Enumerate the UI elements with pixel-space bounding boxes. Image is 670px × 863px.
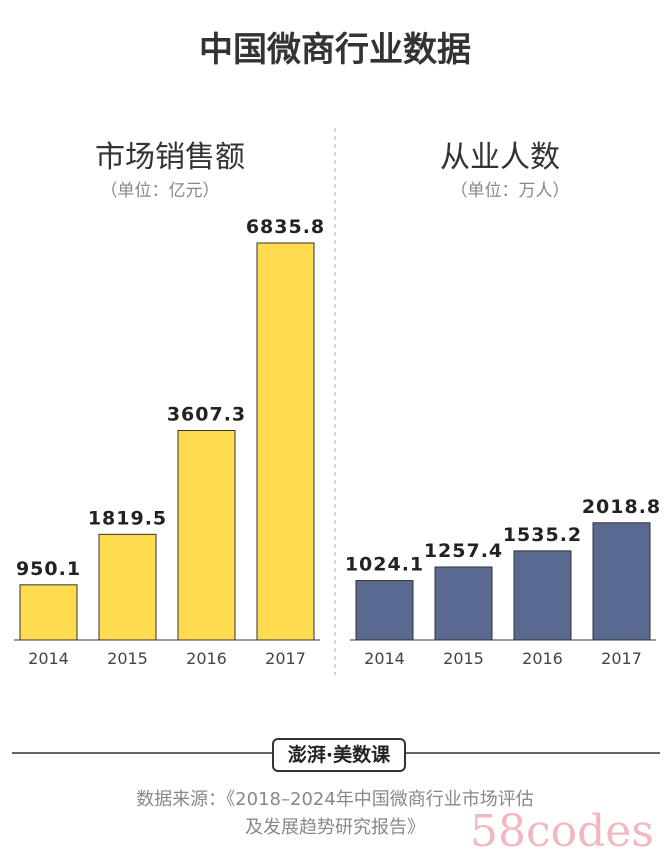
data-label: 1024.1 [345,554,424,576]
chart1-title: 市场销售额 [95,140,245,175]
data-label: 3607.3 [167,404,246,426]
data-label: 2018.8 [582,496,661,518]
logo: 澎湃·美数课 [272,738,406,772]
data-label: 6835.8 [246,216,325,238]
data-label: 1535.2 [503,524,582,546]
page-title: 中国微商行业数据 [199,30,471,70]
bar [434,566,493,641]
x-tick-label: 2015 [443,649,484,668]
x-tick-label: 2015 [107,649,148,668]
x-tick-label: 2014 [364,649,405,668]
chart2-title: 从业人数 [440,140,560,175]
source-line-1: 数据来源：《2018–2024年中国微商行业市场评估 [136,789,534,810]
x-tick-label: 2014 [28,649,69,668]
chart2-unit: （单位：万人） [450,181,570,201]
x-tick-label: 2016 [186,649,227,668]
bar [592,522,651,641]
bar [19,584,78,641]
x-tick-label: 2017 [265,649,306,668]
data-label: 950.1 [16,558,81,580]
bar [98,533,157,641]
bar [256,242,315,641]
source-note: 数据来源：《2018–2024年中国微商行业市场评估 及发展趋势研究报告》 [0,786,670,842]
data-label: 1257.4 [424,540,503,562]
x-tick-label: 2016 [522,649,563,668]
data-label: 1819.5 [88,507,167,529]
source-line-2: 及发展趋势研究报告》 [245,817,425,838]
x-tick-label: 2017 [601,649,642,668]
chart1-unit: （单位：亿元） [100,181,220,201]
bar [355,580,414,641]
bar [177,430,236,641]
watermark: 58codes [470,806,654,857]
bar [513,550,572,641]
